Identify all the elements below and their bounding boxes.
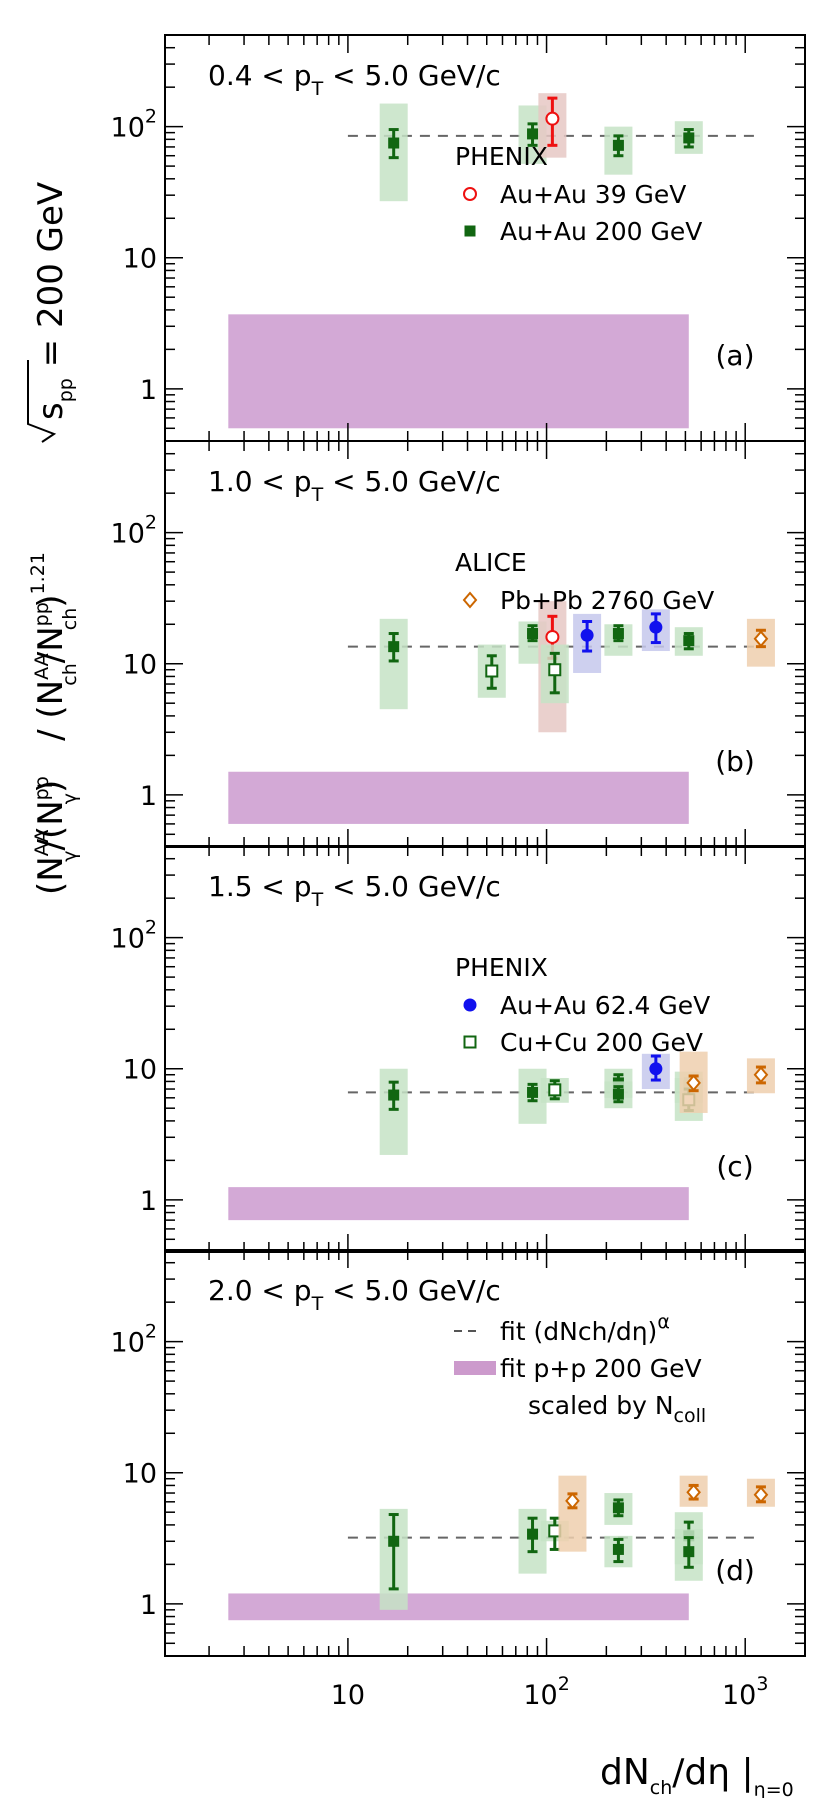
y-tick-label: 10 <box>123 1055 157 1086</box>
y-tick-label: 10 <box>123 1459 157 1490</box>
data-point <box>545 111 560 126</box>
legend-marker <box>463 1035 477 1049</box>
data-point <box>545 629 560 644</box>
data-point <box>649 620 663 634</box>
x-tick-label: 103 <box>722 1673 768 1711</box>
legend-label: Au+Au 62.4 GeV <box>500 991 710 1020</box>
y-tick-label: 102 <box>111 106 157 144</box>
data-point <box>753 1066 769 1084</box>
pp-fit-band <box>228 1593 689 1621</box>
legend-marker <box>464 225 476 237</box>
pt-range-label: 0.4 < pT < 5.0 GeV/c <box>208 59 501 100</box>
y-tick-label: 1 <box>140 1590 157 1621</box>
data-point <box>683 1546 695 1558</box>
panel-d: 1 10 102 2.0 < pT < 5.0 GeV/c (d) fit (dNch/d… <box>111 1249 806 1657</box>
panel-frame <box>164 1249 806 1657</box>
panel-c: 1 10 102 1.5 < pT < 5.0 GeV/c (c) PHENIX Au+Au… <box>111 845 806 1253</box>
panel-tag: (b) <box>715 745 755 778</box>
legend-label: scaled by Ncoll <box>528 1391 706 1427</box>
legend-label: Pb+Pb 2760 GeV <box>500 586 714 615</box>
data-point <box>388 137 400 149</box>
y-axis-label: (NAA γ/(Npp γ) / (NAA ch/Npp ch)1.21 spp = 2… <box>27 182 81 895</box>
legend-marker <box>454 1361 496 1375</box>
data-point <box>683 132 695 144</box>
data-point <box>485 664 499 678</box>
data-point <box>548 663 562 677</box>
y-tick-label: 102 <box>111 917 157 955</box>
x-tick-label: 10 <box>331 1680 365 1711</box>
pp-fit-band <box>228 314 689 429</box>
y-tick-label: 1 <box>140 781 157 812</box>
legend-label: Au+Au 200 GeV <box>500 217 702 246</box>
data-point <box>565 1492 580 1510</box>
data-point <box>527 1086 539 1098</box>
legend-label: Cu+Cu 200 GeV <box>500 1028 703 1057</box>
panel-a: 1 10 102 0.4 < pT < 5.0 GeV/c (a) PHENIX Au+Au… <box>111 34 806 442</box>
y-tick-label: 102 <box>111 512 157 550</box>
y-tick-label: 10 <box>123 244 157 275</box>
panel-frame <box>164 845 806 1253</box>
data-point <box>612 139 624 151</box>
legend-label: Au+Au 39 GeV <box>500 180 686 209</box>
data-point <box>686 1074 701 1092</box>
y-tick-label: 1 <box>140 375 157 406</box>
data-point <box>612 628 624 640</box>
legend-header: PHENIX <box>455 953 548 982</box>
pt-range-label: 1.0 < pT < 5.0 GeV/c <box>208 465 501 506</box>
legend-label: fit (dNch/dη)α <box>500 1311 670 1346</box>
data-point <box>580 628 594 642</box>
legend-marker <box>462 591 478 609</box>
panel-tag: (a) <box>715 339 754 372</box>
data-point <box>612 1088 624 1100</box>
panel-b: 1 10 102 1.0 < pT < 5.0 GeV/c (b) ALICE Pb+Pb … <box>111 440 806 848</box>
data-point <box>388 1535 400 1547</box>
y-axis-label-sqrt: spp = 200 GeV <box>27 182 77 443</box>
y-tick-label: 1 <box>140 1186 157 1217</box>
legend-marker <box>463 187 477 201</box>
data-point <box>649 1062 663 1076</box>
x-axis-label: dNch/dη |η=0 <box>600 1752 794 1798</box>
data-point <box>527 128 539 140</box>
legend-marker <box>463 998 477 1012</box>
pt-range-label: 2.0 < pT < 5.0 GeV/c <box>208 1274 501 1315</box>
pt-range-label: 1.5 < pT < 5.0 GeV/c <box>208 870 501 911</box>
panel-tag: (c) <box>716 1150 753 1183</box>
pp-fit-band <box>228 771 689 824</box>
sys-band <box>558 1475 587 1552</box>
legend-header: PHENIX <box>455 142 548 171</box>
pp-fit-band <box>228 1187 689 1221</box>
data-point <box>548 1083 562 1097</box>
data-point <box>527 628 539 640</box>
data-point <box>753 1486 769 1504</box>
svg-text:spp = 200 GeV: spp = 200 GeV <box>31 182 77 420</box>
data-point <box>527 1528 539 1540</box>
data-point <box>388 641 400 653</box>
data-point <box>683 635 695 647</box>
x-tick-label: 102 <box>523 1673 569 1711</box>
data-point <box>686 1483 701 1501</box>
data-point <box>753 630 769 648</box>
y-tick-label: 10 <box>123 650 157 681</box>
panel-tag: (d) <box>715 1554 755 1587</box>
y-axis-label-ratio: (NAA γ/(Npp γ) / (NAA ch/Npp ch)1.21 <box>27 552 81 895</box>
data-point <box>612 1502 624 1514</box>
y-tick-label: 102 <box>111 1321 157 1359</box>
data-point <box>612 1543 624 1555</box>
legend-header: ALICE <box>455 548 527 577</box>
legend-label: fit p+p 200 GeV <box>500 1354 702 1383</box>
panels-layer: 1 10 102 0.4 < pT < 5.0 GeV/c (a) PHENIX Au+Au… <box>111 34 806 1711</box>
data-point <box>388 1089 400 1101</box>
